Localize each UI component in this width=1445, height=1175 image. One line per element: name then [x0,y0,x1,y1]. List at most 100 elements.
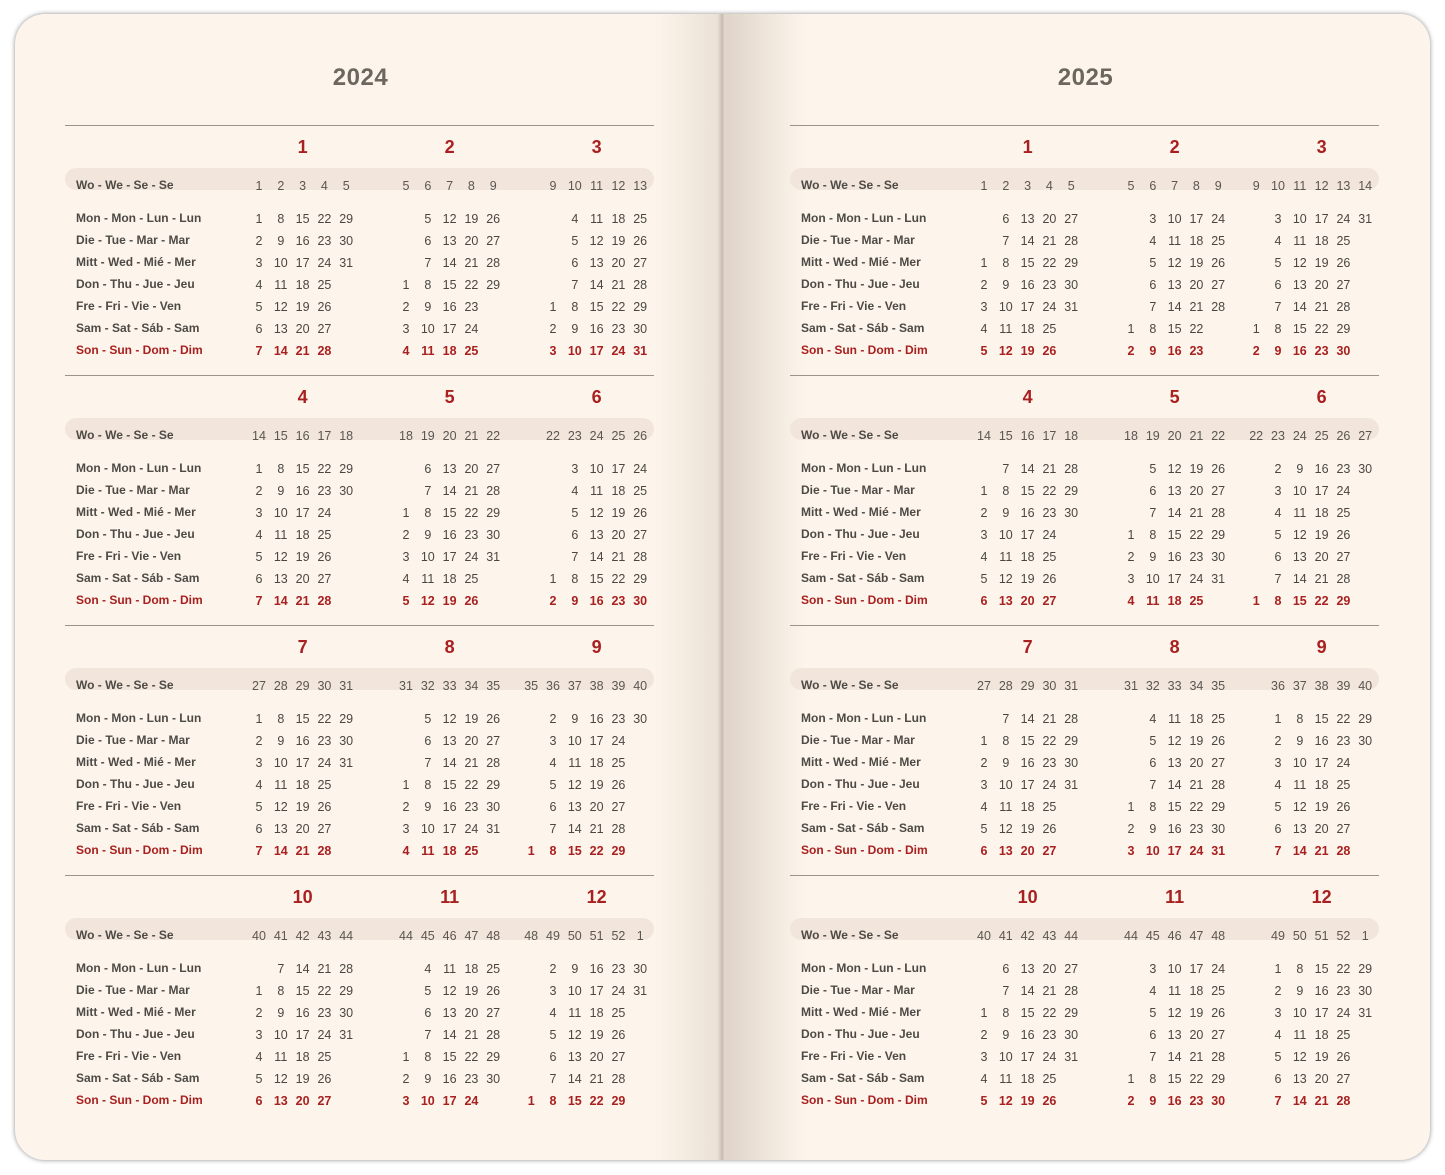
weekday-label: Don - Thu - Jue - Jeu [76,277,195,291]
day-date: 30 [1064,1028,1079,1042]
day-date: 30 [1064,756,1079,770]
day-date: 13 [1292,822,1307,836]
day-date: 21 [317,962,332,976]
day-date: 19 [1189,734,1204,748]
weekday-label: Sam - Sat - Sáb - Sam [801,321,925,335]
day-date: 20 [1314,278,1329,292]
day-date: 4 [424,962,432,976]
day-date: 29 [633,572,648,586]
day-date: 5 [255,800,263,814]
weekday-label: Fre - Fri - Vie - Ven [801,549,907,563]
weekday-label: Fre - Fri - Vie - Ven [76,299,182,313]
sunday-date: 17 [1167,844,1182,858]
day-date: 14 [295,962,310,976]
day-date: 8 [277,462,285,476]
day-date: 8 [424,506,432,520]
day-date: 5 [1274,1050,1282,1064]
month-number: 6 [1316,387,1327,407]
day-date: 10 [273,506,288,520]
day-date: 27 [1336,1072,1351,1086]
sunday-date: 31 [633,344,648,358]
week-number: 39 [611,679,626,693]
day-date: 8 [1149,1072,1157,1086]
day-date: 26 [486,712,501,726]
day-date: 22 [1042,484,1057,498]
day-date: 8 [1149,800,1157,814]
day-date: 2 [549,712,557,726]
week-number: 14 [252,429,266,443]
day-date: 15 [1020,484,1035,498]
week-number: 26 [1336,429,1351,443]
day-date: 1 [980,734,988,748]
day-date: 1 [1127,1072,1135,1086]
quarter-block: Wo - We - Se - Se Mon - Mon - Lun - Lun Di… [790,125,1381,358]
month-number: 7 [1022,637,1033,657]
day-date: 26 [1042,822,1057,836]
week-number: 31 [339,679,354,693]
quarter-divider [790,875,1379,876]
day-date: 26 [611,1028,626,1042]
sunday-date: 21 [1314,844,1329,858]
day-date: 26 [317,800,332,814]
week-number: 30 [1042,679,1057,693]
day-date: 5 [1149,256,1157,270]
weekday-label: Son - Sun - Dom - Dim [801,343,928,357]
day-date: 1 [980,484,988,498]
day-date: 6 [1274,822,1282,836]
day-date: 3 [1274,484,1282,498]
day-date: 22 [1042,734,1057,748]
day-date: 1 [549,300,557,314]
weekday-label: Mon - Mon - Lun - Lun [801,461,927,475]
day-date: 12 [442,984,457,998]
week-number: 5 [402,179,410,193]
day-date: 4 [980,800,988,814]
sunday-date: 16 [589,594,604,608]
week-number: 15 [998,429,1013,443]
sunday-date: 14 [1292,1094,1307,1108]
day-date: 14 [1020,712,1035,726]
month-number: 10 [1017,887,1038,907]
weekday-label: Mitt - Wed - Mié - Mer [76,1005,196,1019]
day-date: 11 [590,212,604,226]
day-date: 20 [1042,962,1057,976]
sunday-date: 5 [980,1094,988,1108]
day-date: 1 [980,256,988,270]
day-date: 3 [1274,1006,1282,1020]
weekday-label: Mitt - Wed - Mié - Mer [76,755,196,769]
day-date: 26 [486,984,501,998]
day-date: 19 [1314,528,1329,542]
sunday-date: 7 [1274,1094,1282,1108]
weekday-label: Sam - Sat - Sáb - Sam [801,571,925,585]
day-date: 3 [402,550,410,564]
week-number: 34 [464,679,479,693]
day-date: 25 [1336,778,1351,792]
week-number: 44 [1124,929,1138,943]
day-date: 21 [464,756,479,770]
day-date: 7 [1149,300,1157,314]
week-number: 44 [339,929,354,943]
day-date: 17 [1314,756,1329,770]
day-date: 28 [633,278,648,292]
day-date: 28 [1211,506,1226,520]
day-date: 5 [549,778,557,792]
day-date: 10 [1167,212,1182,226]
day-date: 11 [274,1050,288,1064]
day-date: 10 [273,756,288,770]
day-date: 13 [1167,1028,1182,1042]
day-date: 22 [1336,962,1351,976]
day-date: 4 [980,550,988,564]
day-date: 17 [1314,212,1329,226]
day-date: 28 [1211,300,1226,314]
sunday-date: 26 [1042,344,1057,358]
week-number: 45 [1145,929,1160,943]
day-date: 12 [567,1028,582,1042]
day-date: 9 [1002,756,1010,770]
month-number: 12 [1311,887,1332,907]
day-date: 19 [1314,800,1329,814]
day-date: 27 [317,572,332,586]
day-date: 12 [1292,800,1307,814]
day-date: 26 [633,506,648,520]
week-number-band [65,668,654,690]
day-date: 14 [1167,300,1182,314]
day-date: 14 [589,278,604,292]
